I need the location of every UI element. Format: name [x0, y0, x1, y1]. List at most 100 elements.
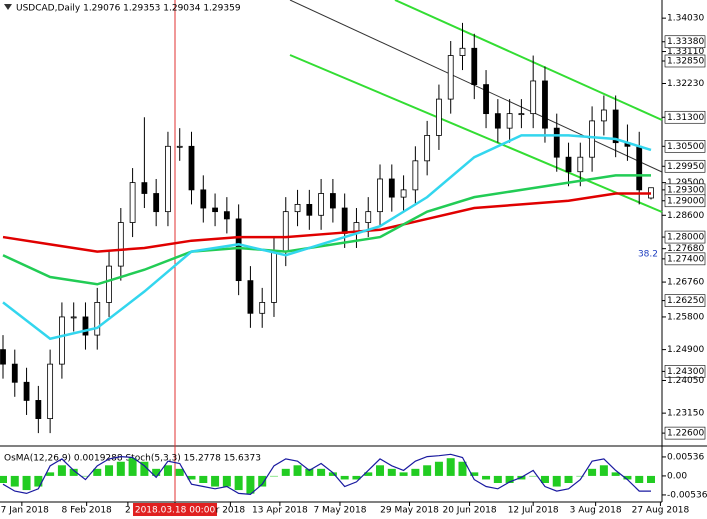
osma-bar [0, 475, 7, 483]
candle-body [200, 189, 207, 209]
osma-bar [540, 475, 549, 483]
y-tick-label: 1.22600 [667, 429, 704, 439]
osma-bar [376, 465, 385, 476]
osma-bar [317, 468, 326, 476]
x-tick-label: 2018.03.18 00:00 [135, 506, 216, 516]
candle-body [577, 156, 584, 173]
moving-average [2, 134, 652, 341]
price-label-box [664, 159, 706, 173]
trend-line [289, 0, 663, 173]
candle-body [247, 280, 254, 314]
osma-bar [387, 468, 396, 476]
candle-body [188, 145, 195, 191]
candle-body [365, 211, 372, 223]
fib-label: 38.2 [638, 250, 658, 260]
y-tick-label: 1.31300 [667, 113, 704, 123]
candle-body [82, 316, 89, 336]
osma-bar [564, 475, 573, 483]
osma-bar [470, 472, 479, 476]
osma-bar [246, 475, 255, 494]
price-label-box [664, 252, 706, 266]
x-tick-label: 27 Aug 2018 [632, 506, 690, 516]
candle-body [11, 363, 18, 383]
candle-body [35, 400, 42, 419]
y-tick-label: 1.30500 [667, 142, 704, 152]
candle-body [259, 302, 266, 314]
candle-body [271, 251, 277, 303]
y-tick-label: 1.26760 [667, 278, 704, 288]
x-tick-label: 7 May 2018 [313, 506, 366, 516]
price-label-box [664, 365, 706, 378]
osma-bar [599, 465, 608, 476]
candle-body [165, 145, 171, 213]
plot [0, 22, 654, 434]
osc-tick-label: 0.00536 [667, 452, 704, 462]
channel-line [289, 54, 663, 213]
candle-body [506, 113, 513, 129]
candle-body [212, 207, 218, 213]
osma-bar [140, 461, 149, 476]
osma-bar [22, 475, 31, 491]
symbol-icon [4, 4, 12, 10]
candle-body [235, 218, 242, 282]
candle-body [129, 182, 136, 223]
candle-body [530, 80, 537, 115]
candle-body [223, 211, 230, 220]
candle-body [141, 182, 148, 194]
x-tick-label: r 2018 [216, 506, 246, 516]
osma-bar [364, 472, 373, 476]
candle-body [176, 145, 183, 148]
osma-bar [552, 475, 561, 487]
candle-body [377, 178, 383, 213]
candle-body [318, 193, 325, 216]
price-label-box [664, 140, 706, 153]
osma-bar [635, 475, 644, 483]
y-tick-label: 1.33110 [667, 47, 704, 57]
candle-body [636, 145, 643, 191]
osma-bar [293, 465, 302, 476]
osma-bar [576, 475, 585, 477]
osma-bar [623, 475, 632, 480]
y-tick-label: 1.32850 [667, 56, 704, 66]
y-tick-label: 1.25800 [667, 312, 704, 322]
chart-title: USDCAD,Daily 1.29076 1.29353 1.29034 1.2… [16, 4, 241, 14]
price-label-box [664, 35, 706, 49]
candle-body [59, 316, 65, 365]
y-tick-label: 1.27680 [667, 244, 704, 254]
osma-bar [269, 475, 278, 477]
stoch-line [2, 453, 651, 495]
osma-bar [211, 475, 220, 487]
candle-body [341, 207, 348, 234]
candle-body [47, 363, 54, 419]
osc-tick-label: -0.005368 [667, 490, 707, 500]
candle-body [612, 109, 619, 144]
candle-body [447, 55, 454, 100]
osma-bar [93, 468, 102, 476]
y-tick-label: 1.24300 [667, 367, 704, 377]
y-tick-label: 1.29000 [667, 196, 704, 206]
y-tick-label: 1.28600 [667, 211, 704, 221]
osma-bar [411, 468, 420, 476]
osma-bar [34, 475, 43, 487]
y-tick-label: 1.26250 [667, 296, 704, 306]
osma-bar [116, 461, 125, 476]
candle-body [94, 302, 101, 336]
channel-line [394, 0, 663, 121]
x-tick-label: 12 Jul 2018 [508, 506, 559, 516]
osma-bar [482, 475, 491, 480]
osma-bar [611, 472, 620, 476]
candle-body [424, 135, 431, 162]
osma-bar [352, 475, 361, 480]
price-label-box [664, 294, 706, 307]
candle-body [23, 381, 30, 401]
osma-bar [647, 475, 655, 483]
price-label-box [664, 230, 706, 244]
x-tick-label: 8 Feb 2018 [62, 506, 113, 516]
osma-bar [434, 461, 443, 476]
y-tick-label: 1.29300 [667, 185, 704, 195]
cursor-date-box [133, 503, 218, 516]
y-tick-label: 1.27400 [667, 254, 704, 264]
candle-body [412, 160, 419, 191]
